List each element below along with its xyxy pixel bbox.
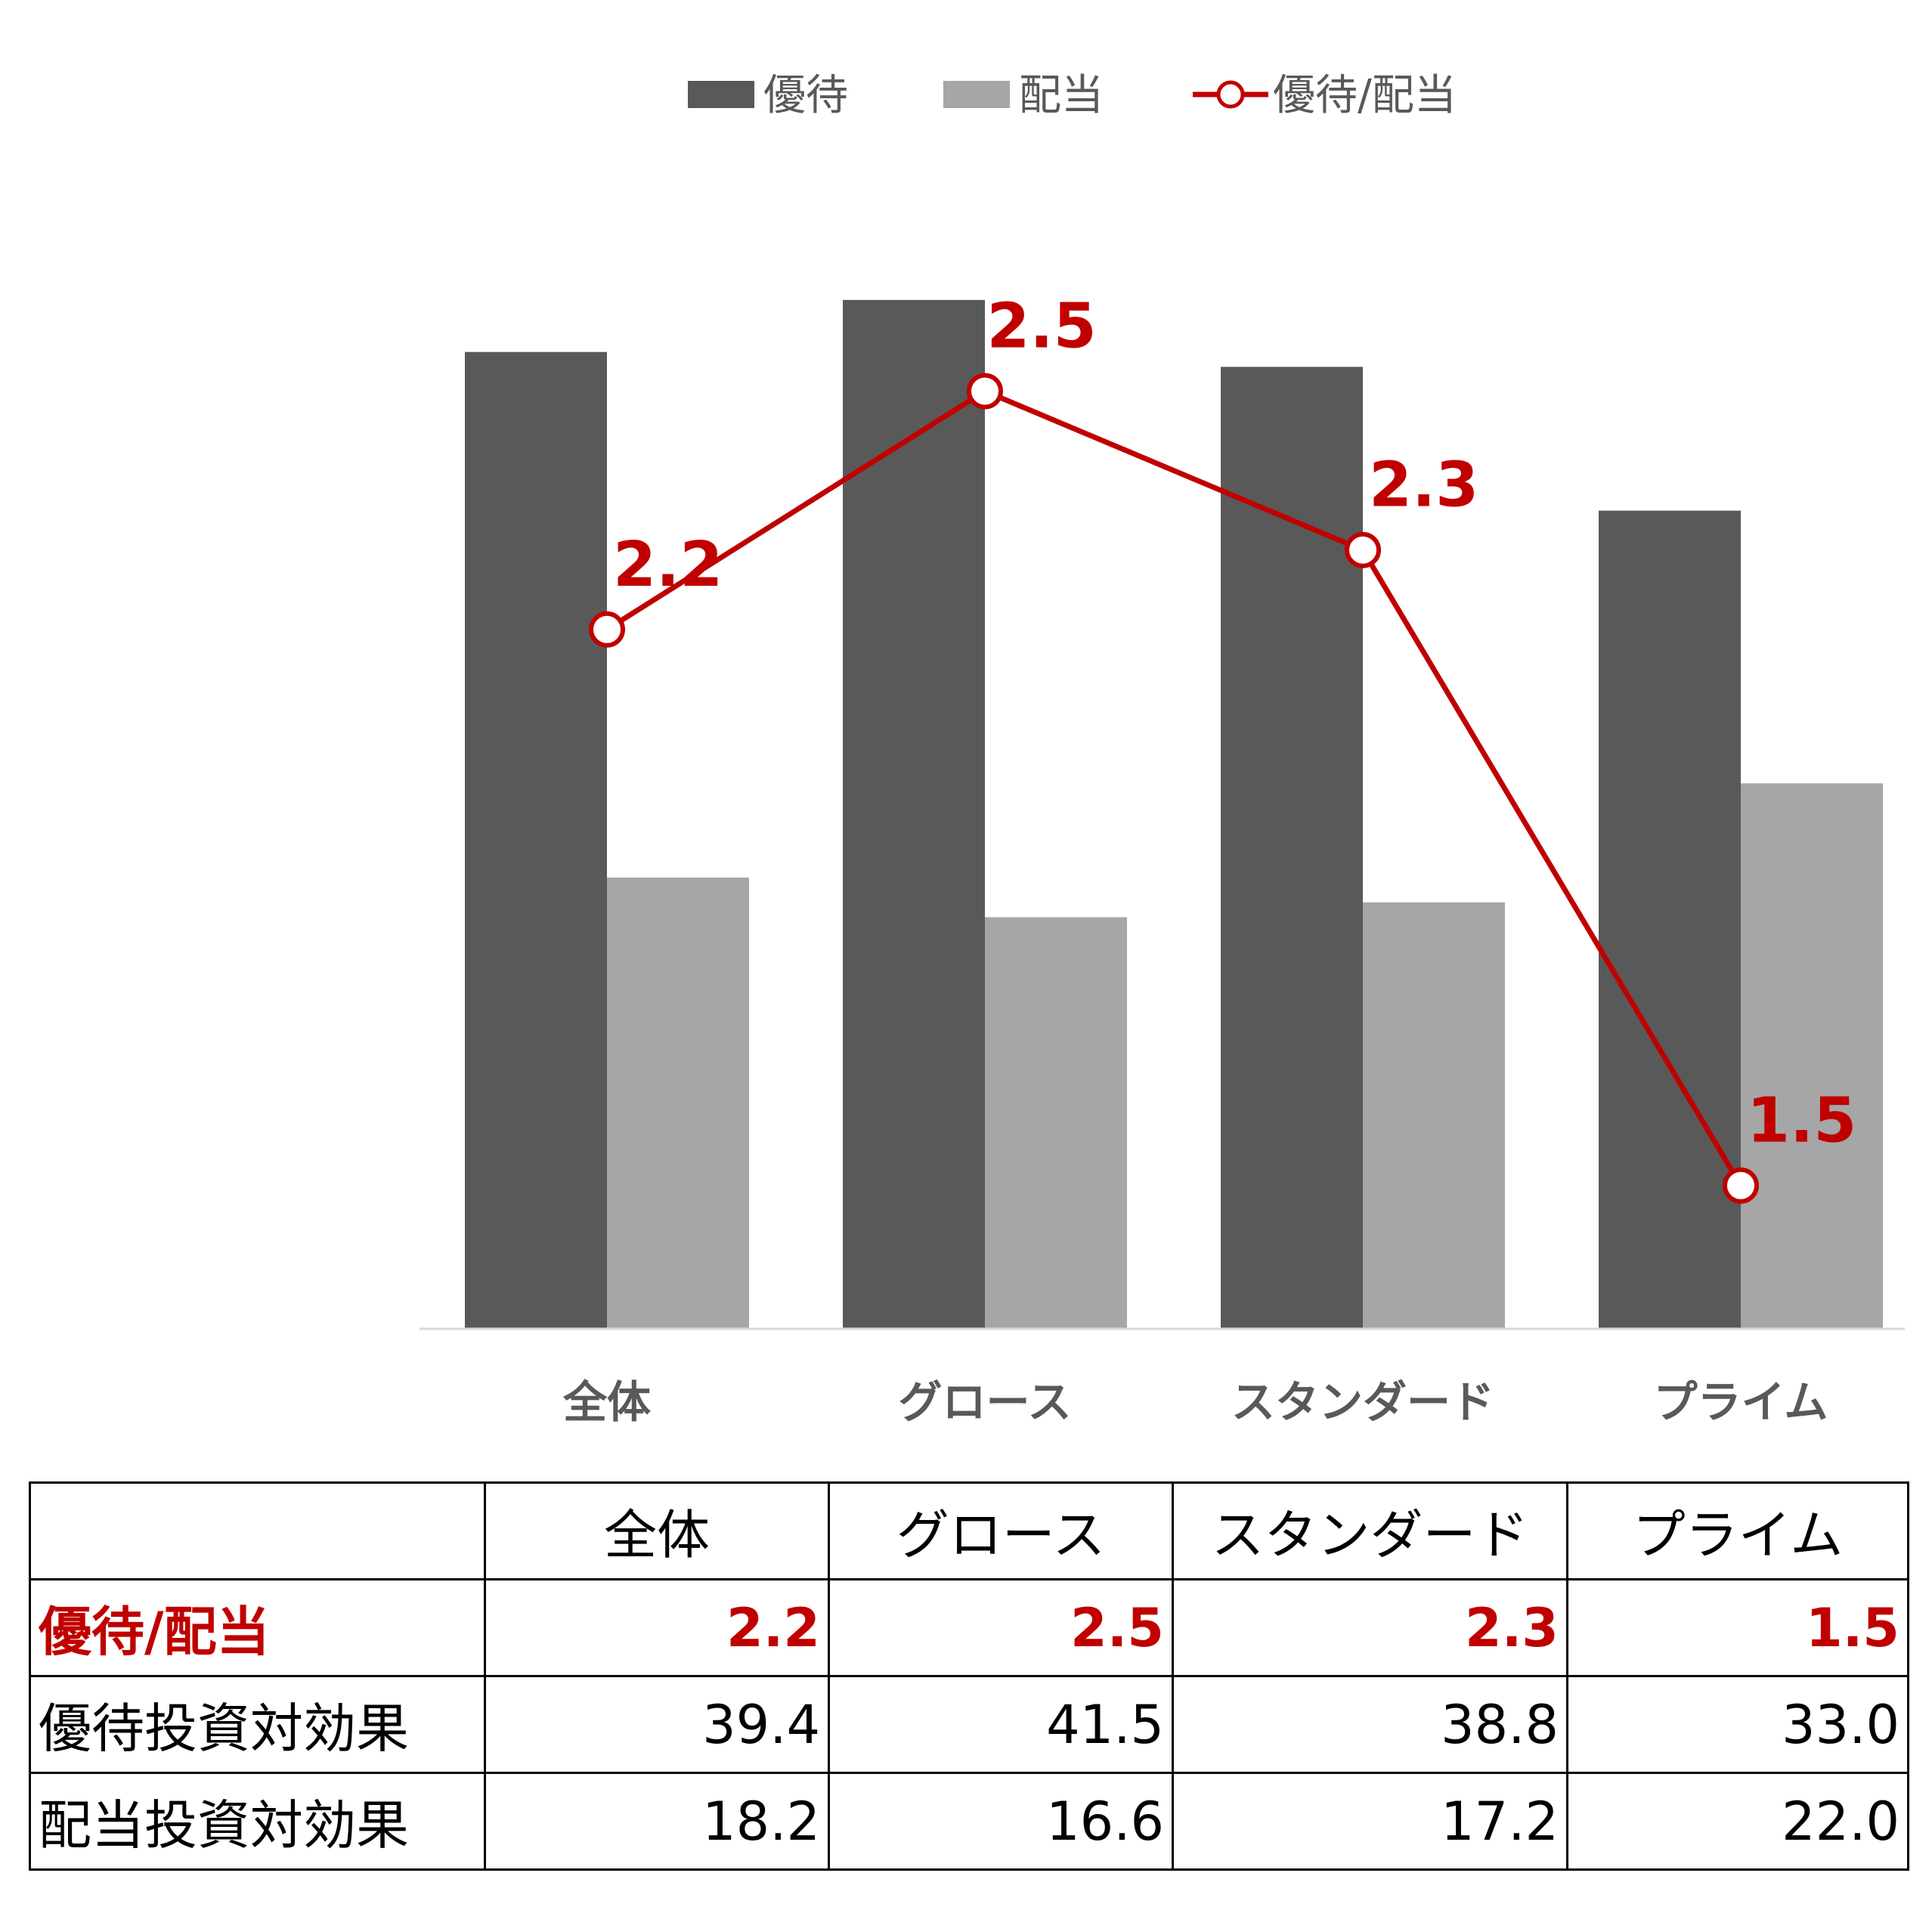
- legend-label: 配当: [1019, 71, 1104, 120]
- table-cell: 1.5: [1566, 1578, 1909, 1677]
- legend: 優待 配当 優待/配当: [688, 71, 1457, 120]
- bars: [465, 299, 1883, 1330]
- table-row-haitou: 配当投資対効果 18.2 16.6 17.2 22.0: [29, 1772, 1909, 1871]
- table-header-cell: グロース: [828, 1481, 1174, 1580]
- chart: 優待 配当 優待/配当 2.2 2.5 2.3 1.5 全体 グロース スタンダード プライム: [420, 71, 1905, 1428]
- category-labels: 全体 グロース スタンダード プライム: [562, 1376, 1828, 1428]
- table-cell: 2.5: [828, 1578, 1174, 1677]
- table-cell: 2.3: [1172, 1578, 1568, 1677]
- table-row-label: 優待投資対効果: [29, 1675, 486, 1774]
- legend-label: 優待/配当: [1273, 71, 1457, 120]
- legend-marker: [1216, 80, 1245, 109]
- category-label: スタンダード: [1231, 1376, 1494, 1428]
- table-cell: 38.8: [1172, 1675, 1568, 1774]
- table-cell: 22.0: [1566, 1772, 1909, 1871]
- table-cell: 17.2: [1172, 1772, 1568, 1871]
- category-label: プライム: [1654, 1376, 1828, 1428]
- ratio-data-label: 2.5: [986, 291, 1096, 363]
- table-row-label: 配当投資対効果: [29, 1772, 486, 1871]
- table-cell: 2.2: [484, 1578, 830, 1677]
- ratio-data-label: 1.5: [1747, 1085, 1856, 1157]
- table-header-cell: 全体: [484, 1481, 830, 1580]
- category-label: 全体: [562, 1376, 651, 1428]
- table-cell: 16.6: [828, 1772, 1174, 1871]
- ratio-line: [605, 389, 1744, 1187]
- table-cell: 41.5: [828, 1675, 1174, 1774]
- table-header-row: 全体 グロース スタンダード プライム: [29, 1481, 1909, 1580]
- table-cell: 33.0: [1566, 1675, 1909, 1774]
- bar-優待-グロース: [843, 299, 985, 1329]
- table-row-ratio: 優待/配当 2.2 2.5 2.3 1.5: [29, 1578, 1909, 1677]
- bar-配当-グロース: [985, 917, 1127, 1329]
- category-label: グロース: [898, 1376, 1071, 1428]
- ratio-line-series: 2.2 2.5 2.3 1.5: [589, 291, 1856, 1204]
- bar-配当-スタンダード: [1363, 902, 1505, 1329]
- table-corner-cell: [29, 1481, 486, 1580]
- table-cell: 18.2: [484, 1772, 830, 1871]
- bar-配当-プライム: [1741, 783, 1883, 1329]
- ratio-point: [589, 611, 625, 648]
- table-header-cell: スタンダード: [1172, 1481, 1568, 1580]
- legend-swatch: [943, 81, 1010, 108]
- ratio-point: [1345, 531, 1381, 568]
- ratio-point: [1723, 1167, 1759, 1204]
- table-row-yutai: 優待投資対効果 39.4 41.5 38.8 33.0: [29, 1675, 1909, 1774]
- legend-label: 優待: [763, 71, 848, 120]
- ratio-data-label: 2.3: [1369, 450, 1478, 522]
- ratio-point: [967, 373, 1003, 410]
- bar-配当-全体: [607, 878, 749, 1329]
- bar-優待-全体: [465, 351, 607, 1330]
- legend-swatch: [688, 81, 754, 108]
- table-row-label: 優待/配当: [29, 1578, 486, 1677]
- table-cell: 39.4: [484, 1675, 830, 1774]
- table-header-cell: プライム: [1566, 1481, 1909, 1580]
- bar-優待-スタンダード: [1221, 367, 1363, 1329]
- data-table: 全体 グロース スタンダード プライム 優待/配当 2.2 2.5 2.3 1.…: [29, 1481, 1909, 1871]
- bar-優待-プライム: [1599, 510, 1741, 1329]
- ratio-data-label: 2.2: [613, 529, 723, 601]
